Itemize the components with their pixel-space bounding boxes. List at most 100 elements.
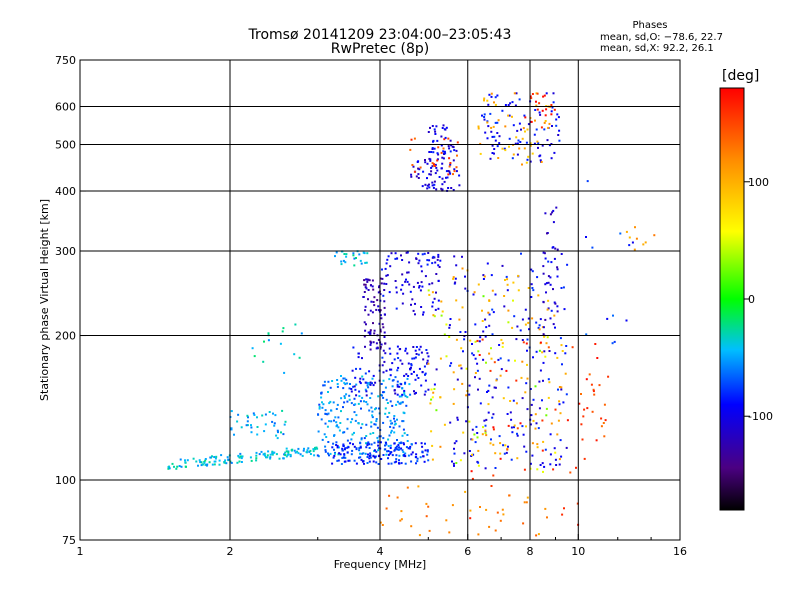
scatter-point bbox=[407, 271, 410, 274]
scatter-point bbox=[396, 439, 398, 441]
scatter-point bbox=[453, 255, 456, 258]
scatter-point bbox=[398, 459, 400, 462]
scatter-point bbox=[523, 147, 526, 150]
scatter-point bbox=[516, 325, 519, 328]
scatter-point bbox=[522, 522, 525, 525]
scatter-point bbox=[363, 279, 366, 282]
scatter-point bbox=[342, 406, 344, 409]
scatter-point bbox=[389, 447, 392, 449]
scatter-point bbox=[430, 151, 433, 153]
scatter-point bbox=[527, 321, 530, 324]
scatter-point bbox=[372, 341, 375, 344]
scatter-point bbox=[442, 124, 445, 127]
scatter-point bbox=[517, 289, 520, 292]
scatter-point bbox=[455, 264, 458, 267]
scatter-point bbox=[275, 453, 278, 456]
scatter-point bbox=[261, 414, 264, 417]
scatter-point bbox=[337, 453, 340, 456]
scatter-point bbox=[431, 396, 434, 399]
scatter-point bbox=[560, 344, 563, 347]
scatter-point bbox=[462, 350, 464, 353]
scatter-point bbox=[357, 422, 360, 425]
scatter-point bbox=[445, 323, 448, 326]
scatter-point bbox=[394, 376, 397, 379]
y-tick-label: 500 bbox=[55, 139, 76, 152]
scatter-point bbox=[391, 404, 394, 407]
scatter-point bbox=[426, 187, 429, 190]
scatter-point bbox=[527, 317, 530, 320]
scatter-point bbox=[179, 458, 182, 461]
scatter-point bbox=[415, 456, 418, 459]
scatter-point bbox=[468, 450, 471, 452]
scatter-point bbox=[337, 459, 340, 462]
scatter-point bbox=[461, 382, 464, 385]
scatter-point bbox=[377, 291, 380, 294]
scatter-point bbox=[382, 454, 385, 456]
scatter-point bbox=[411, 298, 414, 301]
scatter-point bbox=[476, 432, 479, 434]
scatter-point bbox=[498, 142, 501, 145]
scatter-point bbox=[498, 344, 501, 346]
scatter-point bbox=[596, 357, 599, 359]
scatter-point bbox=[345, 393, 348, 396]
scatter-point bbox=[443, 180, 446, 183]
scatter-point bbox=[531, 454, 534, 457]
scatter-point bbox=[284, 451, 287, 454]
scatter-point bbox=[209, 456, 212, 459]
scatter-point bbox=[197, 464, 199, 467]
scatter-point bbox=[346, 446, 349, 449]
scatter-point bbox=[481, 114, 483, 117]
scatter-point bbox=[525, 425, 527, 428]
scatter-point bbox=[487, 311, 490, 314]
scatter-point bbox=[455, 440, 458, 443]
scatter-point bbox=[245, 424, 248, 427]
scatter-point bbox=[414, 442, 417, 445]
scatter-point bbox=[208, 461, 211, 464]
scatter-point bbox=[449, 163, 452, 166]
scatter-point bbox=[506, 289, 509, 292]
scatter-point bbox=[372, 455, 375, 458]
scatter-point bbox=[328, 402, 331, 405]
scatter-point bbox=[406, 271, 409, 274]
scatter-point bbox=[349, 442, 352, 445]
scatter-point bbox=[384, 444, 386, 447]
scatter-point bbox=[554, 408, 557, 411]
scatter-point bbox=[477, 533, 480, 536]
scatter-point bbox=[382, 294, 385, 297]
scatter-point bbox=[425, 515, 428, 518]
scatter-point bbox=[371, 311, 374, 314]
scatter-point bbox=[335, 444, 338, 446]
scatter-point bbox=[342, 259, 345, 262]
scatter-point bbox=[390, 451, 393, 454]
scatter-point bbox=[494, 96, 497, 99]
scatter-point bbox=[283, 423, 286, 426]
scatter-point bbox=[385, 443, 388, 446]
scatter-point bbox=[483, 118, 486, 121]
scatter-point bbox=[539, 369, 542, 372]
scatter-point bbox=[560, 455, 563, 458]
scatter-point bbox=[547, 299, 550, 302]
scatter-point bbox=[436, 159, 439, 162]
scatter-point bbox=[340, 410, 342, 413]
scatter-point bbox=[481, 309, 483, 312]
scatter-point bbox=[409, 367, 411, 370]
scatter-point bbox=[488, 352, 491, 355]
grid-lines bbox=[80, 60, 680, 540]
scatter-point bbox=[479, 152, 482, 155]
scatter-point bbox=[549, 283, 552, 286]
scatter-point bbox=[206, 463, 209, 466]
scatter-point bbox=[340, 379, 343, 382]
scatter-point bbox=[575, 466, 577, 469]
scatter-point bbox=[393, 358, 396, 361]
scatter-point bbox=[393, 415, 396, 417]
scatter-point bbox=[441, 183, 444, 186]
scatter-point bbox=[474, 376, 476, 379]
scatter-point bbox=[410, 173, 413, 176]
scatter-point bbox=[269, 456, 272, 459]
scatter-point bbox=[346, 439, 349, 442]
scatter-point bbox=[413, 137, 416, 140]
scatter-point bbox=[427, 252, 430, 254]
scatter-point bbox=[385, 369, 388, 372]
scatter-point bbox=[353, 431, 355, 434]
scatter-point bbox=[283, 453, 286, 456]
